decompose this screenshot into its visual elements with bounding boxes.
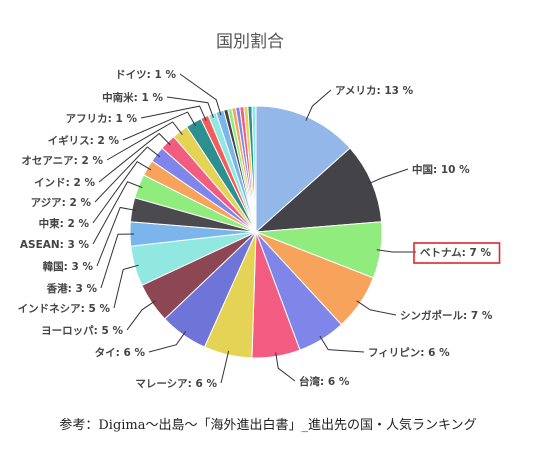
leader-line-韓国 — [96, 206, 136, 267]
leader-line-アフリカ — [140, 105, 207, 121]
leader-line-ベトナム — [376, 249, 416, 253]
slice-label-ベトナム: ベトナム: 7 % — [420, 247, 492, 259]
slice-label-台湾: 台湾: 6 % — [299, 375, 350, 388]
slice-label-アメリカ: アメリカ: 13 % — [335, 85, 414, 97]
slice-label-中東: 中東: 2 % — [39, 217, 90, 230]
leader-line-インドネシア — [113, 264, 139, 309]
slice-label-イギリス: イギリス: 2 % — [48, 134, 120, 147]
highlight-box — [413, 242, 501, 264]
slice-label-韓国: 韓国: 3 % — [43, 260, 94, 273]
leader-line-中南米 — [166, 96, 214, 118]
leader-line-インド — [98, 132, 171, 183]
slice-label-ドイツ: ドイツ: 1 % — [115, 69, 176, 81]
slice-label-ヨーロッパ: ヨーロッパ: 5 % — [41, 325, 123, 337]
leader-line-中東 — [92, 161, 152, 224]
pie-slice-minor-28 — [251, 105, 257, 233]
leader-line-中国 — [367, 168, 409, 185]
slice-label-インドネシア: インドネシア: 5 % — [18, 303, 111, 315]
slice-label-タイ: タイ: 6 % — [95, 347, 146, 359]
leader-lines — [92, 73, 416, 384]
slice-label-香港: 香港: 3 % — [46, 282, 98, 295]
slice-label-オセアニア: オセアニア: 2 % — [21, 155, 103, 167]
leader-line-台湾 — [275, 352, 296, 382]
slice-label-マレーシア: マレーシア: 6 % — [135, 378, 217, 390]
leader-line-フィリピン — [319, 335, 365, 353]
slice-label-中南米: 中南米: 1 % — [102, 91, 163, 104]
pie-slices — [129, 105, 383, 359]
leader-line-マレーシア — [220, 350, 230, 384]
slice-label-アジア: アジア: 2 % — [31, 197, 92, 209]
leader-line-ドイツ — [179, 73, 222, 116]
slice-labels: アメリカ: 13 % 中国: 10 % ベトナム: 7 % シンガポール: 7 % フィ… — [18, 69, 501, 390]
slice-label-フィリピン: フィリピン: 6 % — [368, 347, 450, 359]
slice-label-シンガポール: シンガポール: 7 % — [400, 309, 493, 322]
leader-line-ヨーロッパ — [126, 300, 156, 331]
slice-label-アフリカ: アフリカ: 1 % — [66, 113, 138, 125]
source-caption: 参考：Digima〜出島〜「海外進出白書」_進出先の国・人気ランキング — [59, 418, 477, 433]
leader-line-アジア — [94, 146, 161, 203]
chart-title: 国別割合 — [216, 32, 284, 52]
leader-line-オセアニア — [106, 121, 183, 161]
leader-line-香港 — [100, 233, 135, 289]
leader-line-イギリス — [122, 111, 197, 141]
slice-label-インド: インド: 2 % — [34, 177, 95, 189]
leader-line-タイ — [148, 331, 187, 353]
leader-line-ASEAN — [92, 181, 143, 245]
slice-label-中国: 中国: 10 % — [412, 163, 470, 176]
leader-line-シンガポール — [356, 300, 397, 316]
leader-line-アメリカ — [305, 89, 332, 121]
slice-label-ASEAN: ASEAN: 3 % — [20, 239, 90, 251]
